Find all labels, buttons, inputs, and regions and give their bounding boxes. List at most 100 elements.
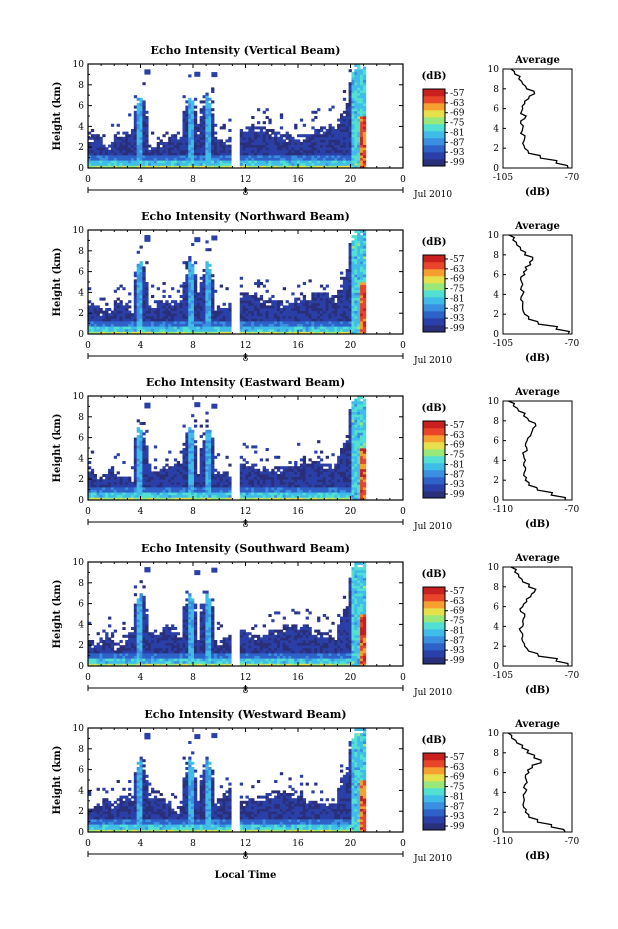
- x-tick-label: 8: [190, 839, 196, 849]
- profile-y-tick-label: 4: [493, 290, 499, 300]
- profile-y-tick-label: 4: [493, 788, 499, 798]
- x-tick-label: 12: [240, 175, 251, 185]
- colorbar-swatch: [423, 428, 445, 436]
- colorbar-unit: (dB): [422, 569, 447, 580]
- profile-x-tick-label: -105: [493, 339, 513, 349]
- x-tick-label: 0: [85, 839, 91, 849]
- colorbar-swatch: [423, 774, 445, 782]
- colorbar-tick-label: -63: [450, 597, 465, 607]
- profile-y-tick-label: 0: [493, 828, 499, 838]
- profile-title: Average: [514, 55, 560, 66]
- x-tick-label: 12: [240, 673, 251, 683]
- colorbar-swatch: [423, 290, 445, 298]
- colorbar-tick-label: -75: [450, 783, 465, 793]
- colorbar-swatch: [423, 601, 445, 609]
- profile-line: [510, 68, 569, 169]
- y-tick-label: 4: [78, 786, 84, 796]
- colorbar-swatch: [423, 138, 445, 146]
- x-tick-label: 12: [240, 341, 251, 351]
- y-tick-label: 8: [78, 579, 84, 589]
- colorbar-swatch: [423, 477, 445, 485]
- day-label: 8: [243, 520, 249, 530]
- profile-line: [508, 234, 571, 335]
- echo-heatmap: [88, 230, 367, 335]
- x-tick-label: 20: [345, 673, 357, 683]
- profile-y-tick-label: 8: [493, 749, 499, 759]
- profile-frame: [502, 732, 573, 833]
- y-tick-label: 8: [78, 413, 84, 423]
- colorbar-swatch: [423, 96, 445, 104]
- x-tick-label: 8: [190, 673, 196, 683]
- profile-title: Average: [514, 719, 560, 730]
- profile-x-label: (dB): [525, 353, 550, 364]
- colorbar-frame: [422, 420, 446, 499]
- y-tick-label: 10: [73, 558, 85, 568]
- echo-heatmap: [88, 728, 367, 833]
- profile-y-tick-label: 4: [493, 622, 499, 632]
- profile-y-tick-label: 8: [493, 85, 499, 95]
- colorbar-tick-label: -63: [450, 431, 465, 441]
- y-axis-label: Height (km): [52, 248, 63, 317]
- colorbar-tick-label: -75: [450, 617, 465, 627]
- y-axis-label: Height (km): [52, 580, 63, 649]
- panel-title: Echo Intensity (Westward Beam): [144, 708, 346, 721]
- profile-y-tick-label: 6: [493, 437, 499, 447]
- colorbar-tick-label: -93: [450, 314, 465, 324]
- colorbar-swatch: [423, 594, 445, 602]
- colorbar-swatch: [423, 809, 445, 817]
- x-tick-label: 4: [138, 839, 144, 849]
- colorbar-unit: (dB): [422, 403, 447, 414]
- x-tick-label: 16: [292, 839, 304, 849]
- colorbar-swatch: [423, 470, 445, 478]
- profile-frame: [502, 234, 573, 335]
- x-tick-label: 20: [345, 839, 357, 849]
- colorbar-tick-label: -75: [450, 451, 465, 461]
- colorbar-swatch: [423, 442, 445, 450]
- colorbar-swatch: [423, 753, 445, 761]
- colorbar-tick-label: -87: [450, 636, 465, 646]
- colorbar-swatch: [423, 657, 445, 665]
- y-tick-label: 2: [78, 309, 84, 319]
- colorbar-tick-label: -87: [450, 470, 465, 480]
- profile-y-tick-label: 6: [493, 271, 499, 281]
- colorbar-tick-label: -81: [450, 128, 465, 138]
- echo-heatmap: [88, 396, 367, 501]
- profile-y-tick-label: 10: [488, 397, 500, 407]
- x-tick-label: 20: [345, 341, 357, 351]
- colorbar-swatch: [423, 131, 445, 139]
- date-label: Jul 2010: [413, 688, 452, 698]
- y-tick-label: 8: [78, 81, 84, 91]
- colorbar-swatch: [423, 421, 445, 429]
- date-label: Jul 2010: [413, 522, 452, 532]
- panel-4: Echo Intensity (Southward Beam) 0 2 4 6 8 10 0 4…: [52, 542, 580, 698]
- colorbar-swatch: [423, 587, 445, 595]
- x-tick-label: 20: [345, 507, 357, 517]
- panel-title: Echo Intensity (Vertical Beam): [150, 44, 340, 57]
- profile-y-tick-label: 8: [493, 583, 499, 593]
- x-tick-label: 16: [292, 341, 304, 351]
- panel-title: Echo Intensity (Northward Beam): [141, 210, 350, 223]
- colorbar-swatch: [423, 788, 445, 796]
- colorbar-tick-label: -57: [450, 587, 465, 597]
- colorbar-swatch: [423, 325, 445, 333]
- profile-title: Average: [514, 387, 560, 398]
- x-tick-label: 0: [85, 673, 91, 683]
- x-tick-label: 0: [85, 175, 91, 185]
- colorbar-swatch: [423, 297, 445, 305]
- y-tick-label: 8: [78, 745, 84, 755]
- profile-x-tick-label: -110: [493, 505, 513, 515]
- colorbar-swatch: [423, 103, 445, 111]
- colorbar-tick-label: -93: [450, 148, 465, 158]
- x-tick-label: 0: [85, 341, 91, 351]
- colorbar-swatch: [423, 650, 445, 658]
- profile-x-label: (dB): [525, 851, 550, 862]
- x-tick-label: 8: [190, 175, 196, 185]
- colorbar-swatch: [423, 110, 445, 118]
- colorbar-tick-label: -63: [450, 265, 465, 275]
- day-label: 8: [243, 852, 249, 862]
- colorbar-swatch: [423, 781, 445, 789]
- profile-y-tick-label: 2: [493, 310, 499, 320]
- date-label: Jul 2010: [413, 854, 452, 864]
- profile-y-tick-label: 2: [493, 808, 499, 818]
